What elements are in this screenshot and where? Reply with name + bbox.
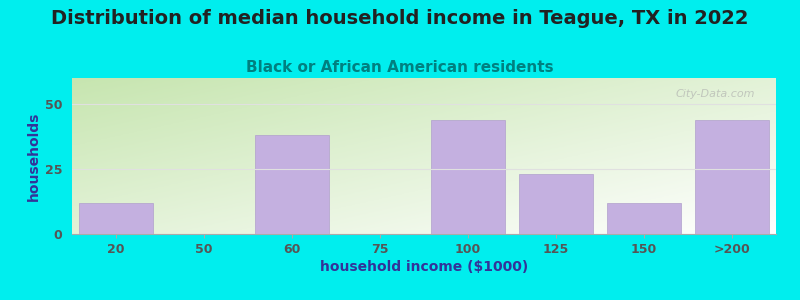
X-axis label: household income ($1000): household income ($1000) [320,260,528,274]
Y-axis label: households: households [26,111,41,201]
Text: Black or African American residents: Black or African American residents [246,60,554,75]
Bar [518,174,594,234]
Bar [430,120,506,234]
Bar [254,135,330,234]
Text: City-Data.com: City-Data.com [675,89,755,99]
Bar [606,203,682,234]
Bar [694,120,770,234]
Text: Distribution of median household income in Teague, TX in 2022: Distribution of median household income … [51,9,749,28]
Bar [78,203,154,234]
